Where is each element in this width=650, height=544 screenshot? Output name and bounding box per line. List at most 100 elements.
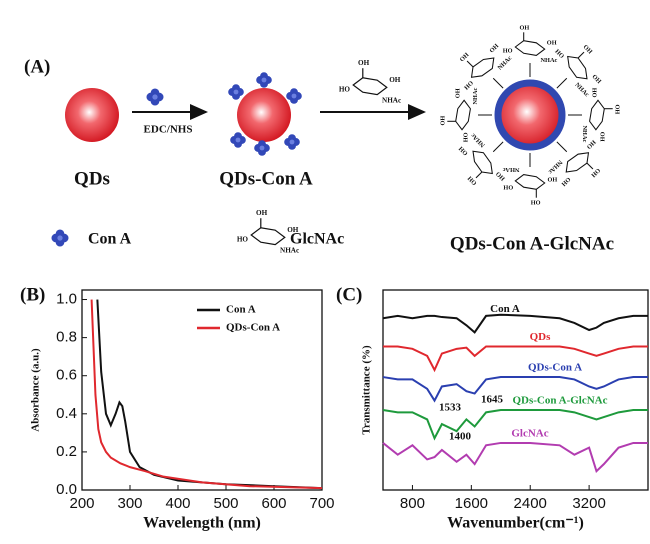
label: QDs-Con A-GlcNAc	[450, 233, 614, 254]
legend-label: QDs-Con A	[226, 322, 280, 334]
series-label: QDs-Con A	[528, 362, 582, 374]
series-label: QDs-Con A-GlcNAc	[512, 395, 607, 407]
reagent: EDC/NHS	[144, 124, 193, 136]
series-line	[383, 346, 648, 370]
x-tick-label: 2400	[514, 495, 547, 512]
chem-label: NHAc	[581, 126, 588, 143]
series-label: GlcNAc	[511, 427, 548, 439]
x-tick-label: 800	[400, 495, 425, 512]
panel-label: (A)	[24, 56, 50, 77]
linker	[557, 78, 567, 88]
legend-label: Con A	[88, 231, 132, 248]
chem-label: OH	[599, 132, 606, 142]
y-tick-label: 0.6	[56, 367, 77, 384]
chem-label: OH	[440, 116, 447, 126]
con-a-icon	[57, 235, 62, 240]
con-a-icon	[236, 138, 241, 143]
legend-label: Con A	[226, 304, 256, 316]
bond	[587, 163, 593, 169]
bond	[578, 52, 584, 58]
chem-label: HO	[503, 48, 513, 55]
qd-conjugate	[498, 83, 562, 147]
chem-label: OH	[613, 105, 620, 115]
series-label: Con A	[490, 303, 520, 315]
glcnac-structure: OH HO NHAc OH	[339, 59, 402, 104]
chem-label: NHAc	[503, 166, 520, 173]
y-tick-label: 0.2	[56, 443, 77, 460]
chem-label: HO	[590, 88, 597, 98]
series-label: QDs	[530, 331, 552, 343]
chem-label: OH	[256, 209, 268, 217]
x-tick-label: 600	[261, 495, 286, 512]
chem-label: OH	[488, 43, 500, 55]
annotation: 1645	[481, 394, 504, 406]
x-tick-label: 400	[165, 495, 190, 512]
chem-label: OH	[458, 145, 470, 157]
x-tick-label: 500	[213, 495, 238, 512]
chem-label: OH	[459, 51, 471, 63]
y-axis-label: Transmittance (%)	[361, 345, 373, 435]
chem-label: OH	[503, 184, 513, 191]
y-tick-label: 0.8	[56, 329, 77, 346]
chem-label: NHAc	[382, 96, 402, 104]
label: QDs	[74, 168, 110, 189]
chem-label: NHAc	[496, 55, 513, 72]
label: QDs-Con A	[219, 168, 313, 189]
figure: (A) EDC/NHS QDs QDs-Con A QDs-Con A-GlcN…	[0, 0, 650, 544]
annotation: 1533	[439, 402, 462, 414]
linker	[557, 142, 567, 152]
chem-label: NHAc	[541, 57, 558, 64]
linker	[493, 78, 503, 88]
chem-label: OH	[547, 39, 557, 46]
chem-label: HO	[339, 85, 351, 93]
x-axis-label: Wavenumber(cm⁻¹)	[447, 515, 584, 532]
ring	[251, 228, 285, 245]
panel-label: (B)	[20, 284, 45, 305]
bond	[467, 61, 473, 67]
chem-label: HO	[547, 175, 557, 182]
x-axis-label: Wavelength (nm)	[143, 515, 261, 532]
con-a-icon	[260, 146, 265, 151]
y-tick-label: 0.4	[56, 405, 77, 422]
qd	[237, 88, 291, 142]
chem-label: OH	[287, 226, 299, 234]
con-a-icon	[152, 94, 157, 99]
panel-label: (C)	[336, 284, 362, 305]
chem-label: OH	[454, 88, 461, 98]
qd	[65, 88, 119, 142]
y-axis-label: Absorbance (a.u.)	[30, 348, 42, 432]
con-a-icon	[290, 140, 295, 145]
chem-label: OH	[389, 76, 401, 84]
chem-label: NHAc	[547, 158, 564, 175]
chem-label: OH	[589, 167, 601, 179]
chem-label: HO	[463, 132, 470, 142]
chem-label: OH	[358, 59, 370, 67]
bond	[476, 172, 482, 178]
plot-frame	[82, 290, 322, 490]
chem-label: NHAc	[472, 88, 479, 105]
con-a-icon	[292, 94, 297, 99]
chem-label: OH	[582, 44, 594, 56]
chem-label: NHAc	[470, 132, 487, 149]
y-tick-label: 0.0	[56, 481, 77, 498]
series-line	[383, 315, 648, 333]
annotation: 1400	[449, 431, 472, 443]
y-tick-label: 1.0	[56, 290, 77, 307]
ring	[590, 100, 605, 129]
chem-label: OH	[520, 25, 530, 32]
series-line	[383, 443, 648, 471]
chem-label: OH	[560, 175, 572, 187]
ring	[456, 100, 471, 129]
x-tick-label: 700	[309, 495, 334, 512]
chem-label: OH	[590, 73, 602, 85]
x-tick-label: 300	[117, 495, 142, 512]
chem-label: NHAc	[573, 81, 590, 98]
chem-label: NHAc	[280, 246, 300, 254]
con-a-icon	[234, 90, 239, 95]
con-a-icon	[262, 78, 267, 83]
ring	[515, 41, 544, 56]
x-tick-label: 1600	[455, 495, 488, 512]
chem-label: OH	[466, 174, 478, 186]
